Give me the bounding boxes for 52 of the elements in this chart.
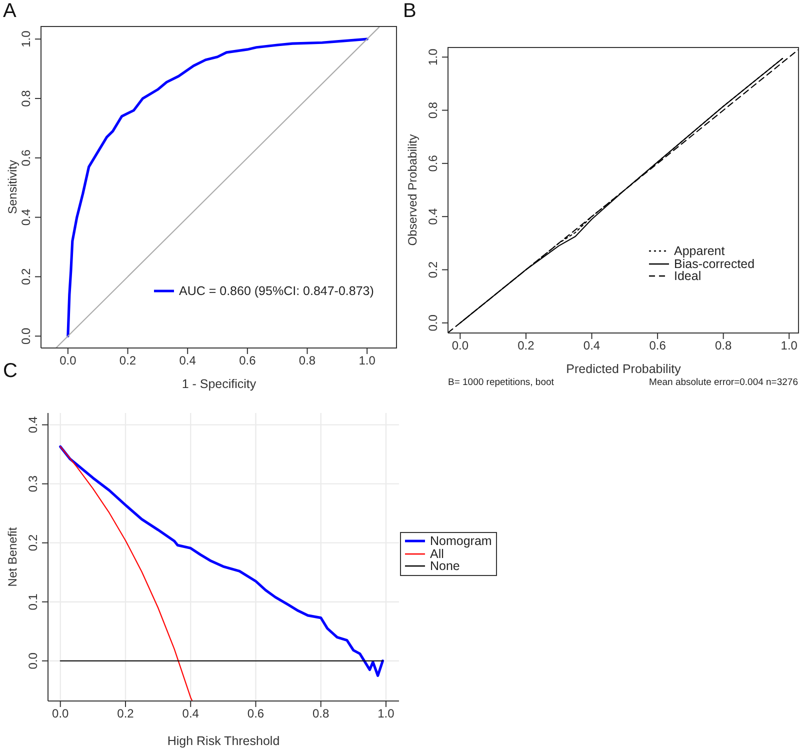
y-tick-label: 0.0 — [26, 652, 40, 670]
x-tick-label: 0.2 — [518, 338, 535, 353]
x-tick-label: 1.0 — [378, 706, 395, 721]
x-tick-label: 0.4 — [583, 338, 600, 353]
y-tick-label: 0.1 — [26, 593, 40, 610]
y-axis-title: Sensitivity — [5, 160, 20, 214]
y-tick-label: 1.0 — [19, 30, 33, 48]
x-tick-label: 0.8 — [714, 338, 732, 353]
x-tick-label: 0.4 — [182, 706, 200, 721]
y-tick-label: 0.4 — [19, 208, 33, 226]
x-tick-label: 0.8 — [312, 706, 330, 721]
x-tick-label: 1.0 — [358, 354, 376, 368]
legend-label: Bias-corrected — [674, 256, 755, 271]
x-tick-label: 0.2 — [117, 706, 134, 721]
x-tick-label: 0.0 — [452, 338, 469, 353]
legend-label: None — [430, 559, 460, 574]
y-tick-label: 0.3 — [26, 475, 40, 492]
x-axis-title: Predicted Probability — [566, 362, 682, 376]
x-tick-label: 0.0 — [60, 354, 77, 368]
x-axis-title: High Risk Threshold — [167, 734, 280, 748]
y-tick-label: 0.2 — [426, 261, 440, 278]
text: B= 1000 repetitions, boot — [448, 377, 554, 388]
y-tick-label: 0.8 — [426, 102, 440, 119]
y-axis-title: Observed Probability — [405, 134, 420, 246]
legend-label: All — [430, 546, 444, 561]
y-tick-label: 0.6 — [426, 154, 440, 172]
y-tick-label: 0.8 — [19, 90, 33, 107]
y-tick-label: 0.6 — [19, 149, 33, 166]
y-tick-label: 0.4 — [426, 208, 440, 225]
legend-label: Apparent — [674, 244, 725, 258]
legend-label: AUC = 0.860 (95%CI: 0.847-0.873) — [179, 284, 374, 298]
x-tick-label: 1.0 — [780, 338, 798, 353]
legend-label: Nomogram — [430, 534, 492, 548]
x-tick-label: 0.6 — [649, 338, 666, 353]
x-tick-label: 0.0 — [52, 706, 70, 721]
y-tick-label: 1.0 — [426, 48, 440, 66]
y-tick-label: 0.0 — [426, 314, 440, 332]
text: Mean absolute error=0.004 n=3276 — [649, 377, 798, 388]
y-tick-label: 0.4 — [26, 416, 40, 434]
chart-title: B — [403, 0, 416, 23]
x-tick-label: 0.4 — [179, 354, 196, 368]
x-tick-label: 0.6 — [247, 706, 264, 721]
legend-label: Ideal — [674, 269, 702, 284]
y-axis-title: Net Benefit — [5, 526, 20, 587]
chart-title: A — [3, 0, 16, 23]
chart-title: C — [3, 360, 18, 383]
x-axis-title: 1 - Specificity — [182, 377, 257, 391]
x-tick-label: 0.6 — [239, 354, 256, 368]
x-tick-label: 0.2 — [119, 354, 136, 368]
y-tick-label: 0.2 — [26, 534, 40, 552]
y-tick-label: 0.2 — [19, 268, 33, 286]
x-tick-label: 0.8 — [298, 354, 316, 368]
